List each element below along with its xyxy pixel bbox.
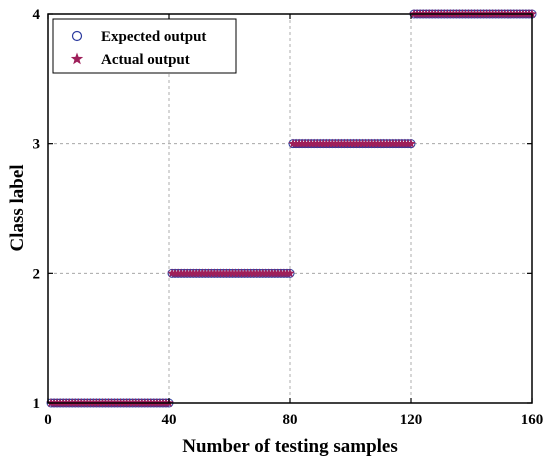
legend-actual-label: Actual output — [101, 52, 190, 68]
x-tick-label: 80 — [283, 412, 298, 428]
x-tick-label: 0 — [44, 412, 52, 428]
y-tick-label: 2 — [33, 266, 41, 282]
actual-output-point — [285, 268, 295, 278]
legend-box — [52, 18, 237, 74]
y-tick-label: 4 — [33, 7, 41, 23]
legend: Expected output Actual output — [52, 18, 237, 74]
x-tick-label: 160 — [521, 412, 544, 428]
legend-expected-marker — [71, 30, 83, 42]
x-tick-label: 120 — [400, 412, 423, 428]
legend-expected-label: Expected output — [101, 29, 206, 45]
legend-actual-marker — [70, 52, 84, 65]
y-axis-title: Class label — [7, 164, 28, 251]
x-axis-title: Number of testing samples — [182, 436, 398, 457]
y-tick-label: 1 — [33, 396, 41, 412]
axis-ticks: 0 40 80 120 160 1 2 3 4 — [33, 7, 544, 428]
actual-output-point — [406, 138, 416, 148]
y-tick-label: 3 — [33, 137, 41, 153]
x-tick-label: 40 — [162, 412, 177, 428]
